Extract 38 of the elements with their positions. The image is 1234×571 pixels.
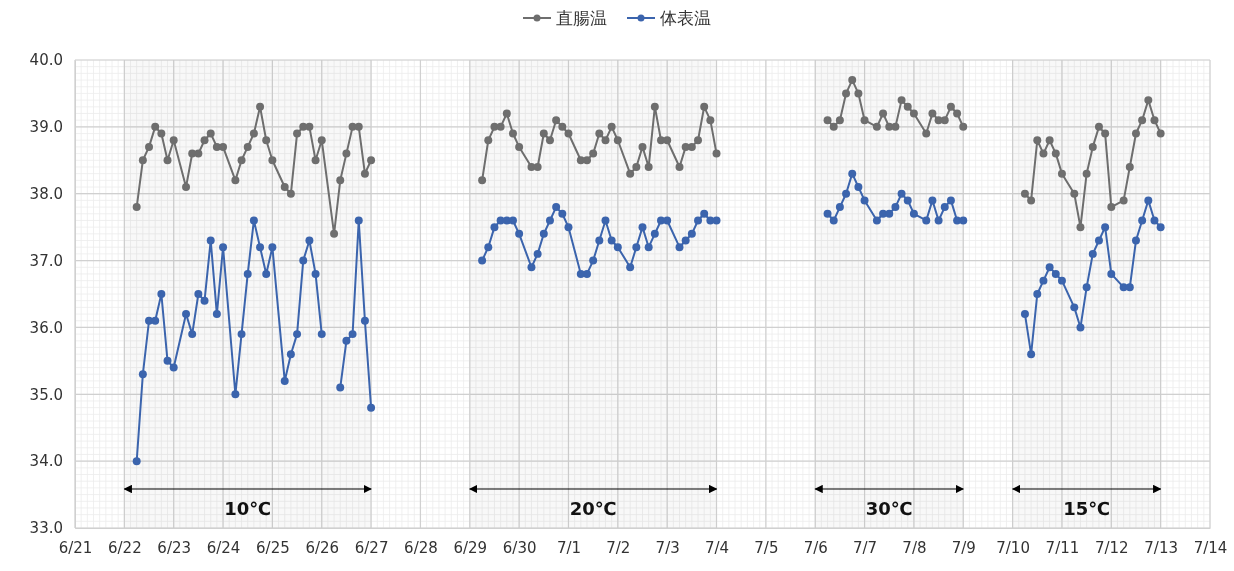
y-tick-label: 37.0 [29, 251, 63, 270]
legend-label: 体表温 [660, 8, 711, 28]
x-tick-label: 7/9 [951, 538, 976, 557]
x-tick-label: 7/10 [996, 538, 1030, 557]
y-tick-label: 40.0 [29, 51, 63, 70]
x-tick-label: 6/30 [502, 538, 537, 557]
x-tick-label: 7/1 [556, 538, 582, 557]
band-label: 30℃ [865, 498, 913, 519]
x-tick-label: 6/25 [256, 538, 290, 557]
x-tick-label: 6/28 [404, 538, 438, 557]
band-label: 20℃ [569, 498, 617, 519]
band-label: 10℃ [224, 498, 272, 519]
legend-label: 直腸温 [556, 8, 607, 28]
x-tick-label: 6/27 [354, 538, 389, 557]
x-tick-label: 6/21 [58, 538, 93, 557]
x-tick-label: 6/29 [453, 538, 488, 557]
y-tick-label: 36.0 [29, 318, 63, 337]
x-tick-label: 7/12 [1094, 538, 1129, 557]
x-tick-label: 7/8 [902, 538, 927, 557]
x-tick-label: 7/3 [655, 538, 680, 557]
x-tick-label: 7/5 [754, 538, 779, 557]
band-label: 15℃ [1063, 498, 1111, 519]
y-tick-label: 35.0 [29, 385, 63, 404]
y-tick-label: 39.0 [29, 118, 63, 137]
x-tick-label: 7/14 [1193, 538, 1228, 557]
x-tick-label: 7/7 [852, 538, 878, 557]
x-tick-label: 6/24 [206, 538, 241, 557]
x-tick-label: 7/11 [1045, 538, 1080, 557]
x-tick-label: 7/4 [704, 538, 730, 557]
x-tick-label: 6/26 [305, 538, 340, 557]
y-tick-label: 38.0 [29, 185, 63, 204]
x-tick-label: 7/13 [1144, 538, 1178, 557]
x-tick-label: 6/22 [108, 538, 142, 557]
x-tick-label: 6/23 [157, 538, 192, 557]
y-tick-label: 33.0 [29, 519, 63, 538]
x-tick-label: 7/6 [803, 538, 828, 557]
x-tick-label: 7/2 [606, 538, 631, 557]
y-tick-label: 34.0 [29, 452, 63, 471]
